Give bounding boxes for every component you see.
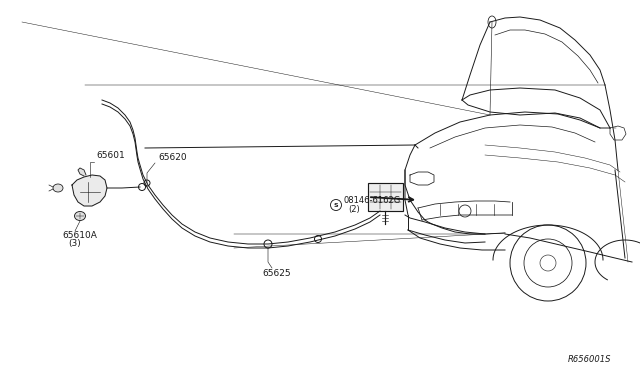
Text: 08146-6162G: 08146-6162G [344, 196, 401, 205]
Bar [368, 183, 403, 211]
Ellipse shape [74, 212, 86, 221]
Text: 65625: 65625 [262, 269, 291, 278]
Text: R656001S: R656001S [568, 355, 611, 364]
Polygon shape [72, 175, 107, 206]
Text: S: S [333, 202, 339, 208]
Text: (3): (3) [68, 239, 81, 248]
Text: 65610A: 65610A [62, 231, 97, 240]
Text: 65601: 65601 [96, 151, 125, 160]
Text: 65620: 65620 [158, 153, 187, 162]
Polygon shape [78, 168, 86, 176]
Text: (2): (2) [348, 205, 360, 214]
Ellipse shape [53, 184, 63, 192]
